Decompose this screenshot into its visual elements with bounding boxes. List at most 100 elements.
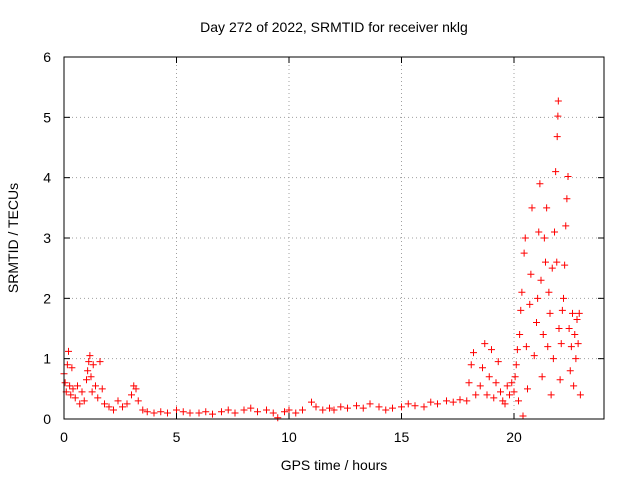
data-point-marker bbox=[566, 367, 574, 375]
y-tick-label: 5 bbox=[43, 109, 51, 125]
data-point-marker bbox=[506, 391, 513, 399]
data-point-marker bbox=[143, 408, 151, 416]
data-point-marker bbox=[382, 406, 390, 414]
data-point-marker bbox=[542, 258, 549, 266]
data-point-marker bbox=[553, 133, 561, 141]
data-point-marker bbox=[66, 382, 74, 390]
data-point-marker bbox=[76, 400, 84, 408]
data-point-marker bbox=[535, 228, 543, 236]
data-point-marker bbox=[548, 264, 556, 272]
data-point-marker bbox=[576, 391, 584, 399]
data-point-marker bbox=[560, 294, 567, 302]
data-point-marker bbox=[556, 376, 564, 384]
data-point-marker bbox=[479, 364, 486, 372]
data-point-marker bbox=[564, 172, 572, 180]
data-point-marker bbox=[551, 228, 558, 236]
y-tick-label: 3 bbox=[43, 230, 51, 246]
data-point-marker bbox=[218, 408, 225, 416]
data-point-marker bbox=[522, 343, 530, 351]
data-point-marker bbox=[572, 355, 580, 363]
data-point-marker bbox=[195, 409, 203, 417]
data-point-marker bbox=[519, 412, 527, 420]
data-point-marker bbox=[485, 373, 493, 381]
data-point-marker bbox=[574, 340, 582, 348]
data-point-marker bbox=[337, 403, 345, 411]
axis-ticks: 0 5 10 15 20 0 1 2 3 4 5 6 bbox=[43, 49, 604, 445]
data-point-marker bbox=[63, 361, 71, 369]
chart-title: Day 272 of 2022, SRMTID for receiver nkl… bbox=[200, 19, 468, 35]
data-point-marker bbox=[527, 270, 535, 278]
data-point-marker bbox=[543, 204, 551, 212]
data-point-marker bbox=[534, 294, 542, 302]
data-point-marker bbox=[98, 385, 106, 393]
data-point-marker bbox=[513, 346, 521, 354]
data-point-marker bbox=[562, 222, 570, 230]
data-point-marker bbox=[78, 388, 86, 396]
data-point-marker bbox=[563, 195, 571, 203]
data-point-marker bbox=[359, 404, 367, 412]
data-point-marker bbox=[518, 288, 526, 296]
data-point-marker bbox=[281, 408, 288, 416]
data-point-marker bbox=[517, 306, 525, 314]
data-point-marker bbox=[570, 382, 578, 390]
data-point-marker bbox=[157, 408, 165, 416]
data-point-marker bbox=[521, 234, 529, 242]
y-tick-label: 4 bbox=[43, 170, 51, 186]
data-point-marker bbox=[533, 318, 540, 326]
data-point-marker bbox=[539, 331, 547, 339]
data-point-marker bbox=[467, 361, 475, 369]
data-point-marker bbox=[463, 397, 471, 405]
data-point-marker bbox=[312, 403, 320, 411]
data-point-marker bbox=[254, 408, 261, 416]
data-point-marker bbox=[569, 309, 576, 317]
x-tick-label: 0 bbox=[60, 429, 68, 445]
data-point-marker bbox=[537, 276, 545, 284]
data-point-marker bbox=[119, 403, 126, 411]
data-point-marker bbox=[420, 403, 428, 411]
data-point-marker bbox=[549, 355, 557, 363]
data-point-marker bbox=[476, 382, 484, 390]
data-point-marker bbox=[561, 261, 569, 269]
data-point-marker bbox=[80, 397, 88, 405]
data-point-marker bbox=[114, 397, 122, 405]
data-point-marker bbox=[512, 361, 520, 369]
data-point-marker bbox=[110, 406, 117, 414]
data-point-marker bbox=[74, 382, 81, 390]
y-axis-label: SRMTID / TECUs bbox=[5, 183, 21, 293]
data-point-marker bbox=[202, 408, 210, 416]
data-point-marker bbox=[571, 331, 579, 339]
data-point-marker bbox=[330, 406, 338, 414]
data-point-marker bbox=[555, 325, 563, 332]
y-tick-label: 0 bbox=[43, 411, 51, 427]
data-point-marker bbox=[411, 402, 419, 410]
data-point-marker bbox=[240, 406, 248, 414]
data-point-marker bbox=[553, 258, 561, 266]
data-point-marker bbox=[164, 409, 171, 417]
data-point-marker bbox=[511, 373, 519, 381]
data-point-marker bbox=[544, 343, 552, 351]
data-point-marker bbox=[481, 340, 489, 348]
data-point-marker bbox=[538, 373, 546, 381]
data-point-marker bbox=[179, 408, 187, 416]
data-point-marker bbox=[247, 404, 255, 412]
data-point-marker bbox=[86, 352, 94, 360]
data-point-marker bbox=[186, 409, 194, 417]
data-point-marker bbox=[319, 406, 327, 414]
data-point-marker bbox=[83, 376, 90, 384]
data-point-marker bbox=[554, 112, 562, 120]
data-point-marker bbox=[353, 402, 360, 410]
y-tick-label: 1 bbox=[43, 351, 51, 367]
data-point-marker bbox=[87, 373, 95, 381]
data-point-marker bbox=[150, 409, 158, 417]
data-point-marker bbox=[65, 347, 72, 355]
data-point-marker bbox=[567, 343, 575, 351]
data-point-marker bbox=[465, 379, 473, 387]
data-point-marker bbox=[536, 180, 544, 188]
data-point-marker bbox=[85, 358, 93, 366]
data-point-marker bbox=[490, 394, 498, 402]
data-point-marker bbox=[173, 406, 180, 414]
data-point-marker bbox=[344, 404, 351, 412]
data-point-marker bbox=[554, 97, 562, 105]
grid-lines bbox=[64, 57, 604, 419]
data-point-marker bbox=[558, 306, 566, 314]
